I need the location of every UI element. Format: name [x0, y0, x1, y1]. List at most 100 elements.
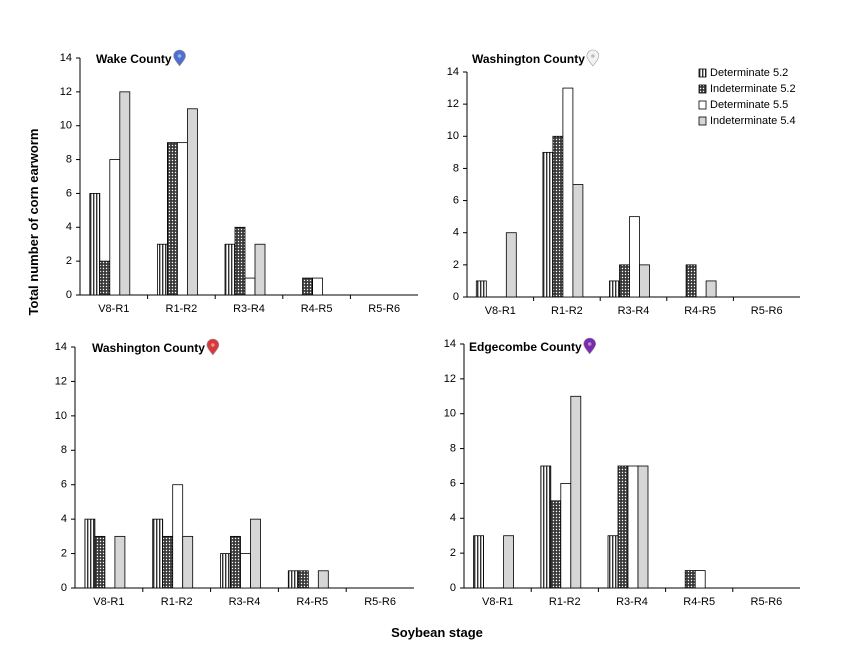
bar-r1-r2-series-1 — [540, 465, 552, 589]
location-pin-icon-white — [586, 49, 600, 67]
bar-r1-r2-series-1 — [542, 151, 554, 298]
y-tick-label: 14 — [447, 66, 459, 78]
y-tick-label: 6 — [453, 194, 459, 206]
y-tick-label: 4 — [66, 221, 72, 233]
pin-dot — [591, 54, 595, 58]
legend-swatch — [698, 116, 707, 126]
bar-r3-r4-series-4 — [250, 518, 261, 589]
y-tick-label: 0 — [450, 582, 456, 594]
legend-label: Determinate 5.2 — [710, 67, 788, 79]
chart-title: Washington County — [472, 52, 585, 66]
location-pin-icon-purple — [583, 337, 596, 355]
pin-dot — [177, 54, 182, 58]
bar-r1-r2-series-1 — [156, 243, 168, 296]
y-tick-label: 12 — [447, 98, 459, 110]
bar-r3-r4-series-3 — [627, 465, 639, 589]
legend-label: Indeterminate 5.4 — [710, 115, 796, 127]
pin-body — [173, 49, 186, 67]
bar-r4-r5-series-3 — [694, 570, 706, 589]
x-tick-label: V8-R1 — [98, 303, 129, 315]
bar-r4-r5-series-1 — [287, 570, 299, 589]
chart-panel-4: Edgecombe County 0 2 4 6 8 10 12 14 V8-R1 R1-R2 R3-… — [444, 337, 800, 608]
bar-v8-r1-series-2 — [94, 535, 106, 589]
legend-swatch — [698, 68, 707, 78]
y-tick-label: 10 — [447, 130, 459, 142]
y-tick-label: 10 — [444, 408, 456, 420]
bar-r1-r2-series-4 — [182, 535, 194, 589]
y-axis-label: Total number of corn earworm — [26, 129, 41, 316]
y-tick-label: 14 — [444, 338, 456, 350]
legend-swatch — [698, 100, 707, 110]
y-tick-label: 4 — [453, 227, 459, 239]
x-tick-label: R5-R6 — [751, 305, 783, 317]
y-tick-label: 10 — [55, 410, 67, 422]
bar-r4-r5-series-2 — [302, 277, 314, 296]
bar-r1-r2-series-4 — [570, 395, 582, 589]
bar-r3-r4-series-3 — [240, 553, 251, 589]
location-pin-icon-red — [206, 338, 220, 356]
bar-r3-r4-series-3 — [629, 216, 640, 298]
bar-r4-r5-series-2 — [297, 570, 309, 589]
chart-panel-1: Wake County 0 2 4 6 8 10 12 14 V8-R1 R1-R2 R3-R4 R4-… — [60, 49, 418, 315]
x-tick-label: R1-R2 — [161, 596, 193, 608]
x-tick-label: R3-R4 — [233, 303, 265, 315]
y-tick-label: 2 — [453, 259, 459, 271]
bar-v8-r1-series-1 — [473, 535, 485, 589]
bar-r3-r4-series-3 — [244, 277, 256, 296]
pin-body — [586, 49, 600, 67]
y-tick-label: 2 — [450, 547, 456, 559]
bar-r4-r5-series-4 — [705, 280, 717, 298]
bar-r1-r2-series-3 — [176, 142, 188, 296]
legend-swatch — [698, 84, 707, 94]
x-tick-label: R3-R4 — [616, 596, 648, 608]
x-tick-label: R5-R6 — [751, 596, 783, 608]
bar-r1-r2-series-2 — [162, 535, 174, 589]
bar-r1-r2-series-3 — [560, 483, 572, 589]
x-tick-label: V8-R1 — [482, 596, 513, 608]
y-tick-label: 8 — [453, 162, 459, 174]
y-tick-label: 10 — [60, 120, 72, 132]
bar-r1-r2-series-4 — [186, 108, 198, 296]
bar-r3-r4-series-4 — [637, 465, 649, 589]
bar-r3-r4-series-2 — [619, 264, 630, 298]
chart-panel-3: Washington County 0 2 4 6 8 10 12 14 V8-R1 R1-R2 R3… — [55, 338, 414, 608]
bar-r1-r2-series-1 — [152, 518, 164, 589]
y-tick-label: 0 — [453, 291, 459, 303]
y-tick-label: 2 — [66, 255, 72, 267]
y-tick-label: 6 — [61, 479, 67, 491]
y-tick-label: 14 — [55, 341, 67, 353]
pin-body — [206, 338, 220, 356]
x-tick-label: R1-R2 — [551, 305, 583, 317]
y-tick-label: 6 — [450, 477, 456, 489]
bar-r3-r4-series-1 — [609, 280, 620, 298]
bar-r3-r4-series-1 — [607, 535, 619, 589]
y-tick-label: 8 — [450, 442, 456, 454]
bar-r1-r2-series-2 — [166, 142, 178, 296]
bar-r1-r2-series-3 — [562, 87, 574, 298]
y-tick-label: 0 — [66, 289, 72, 301]
y-tick-label: 4 — [450, 512, 456, 524]
x-tick-label: R5-R6 — [368, 303, 400, 315]
pin-dot — [587, 342, 592, 346]
chart-title: Wake County — [96, 52, 172, 66]
bar-r3-r4-series-2 — [234, 226, 246, 296]
y-tick-label: 8 — [61, 444, 67, 456]
pin-body — [583, 337, 596, 355]
y-tick-label: 12 — [444, 373, 456, 385]
bar-r3-r4-series-4 — [254, 243, 266, 296]
x-tick-label: R1-R2 — [166, 303, 198, 315]
x-tick-label: V8-R1 — [485, 305, 516, 317]
bar-r3-r4-series-2 — [617, 465, 629, 589]
bar-v8-r1-series-4 — [505, 232, 517, 298]
x-tick-label: V8-R1 — [93, 596, 124, 608]
y-tick-label: 12 — [55, 375, 67, 387]
bar-r4-r5-series-2 — [685, 264, 697, 298]
bar-v8-r1-series-4 — [503, 535, 515, 589]
bar-r3-r4-series-4 — [639, 264, 650, 298]
legend-label: Determinate 5.5 — [710, 99, 788, 111]
bar-v8-r1-series-4 — [119, 91, 131, 296]
x-tick-label: R1-R2 — [549, 596, 581, 608]
y-tick-label: 4 — [61, 513, 67, 525]
x-tick-label: R4-R5 — [684, 305, 716, 317]
